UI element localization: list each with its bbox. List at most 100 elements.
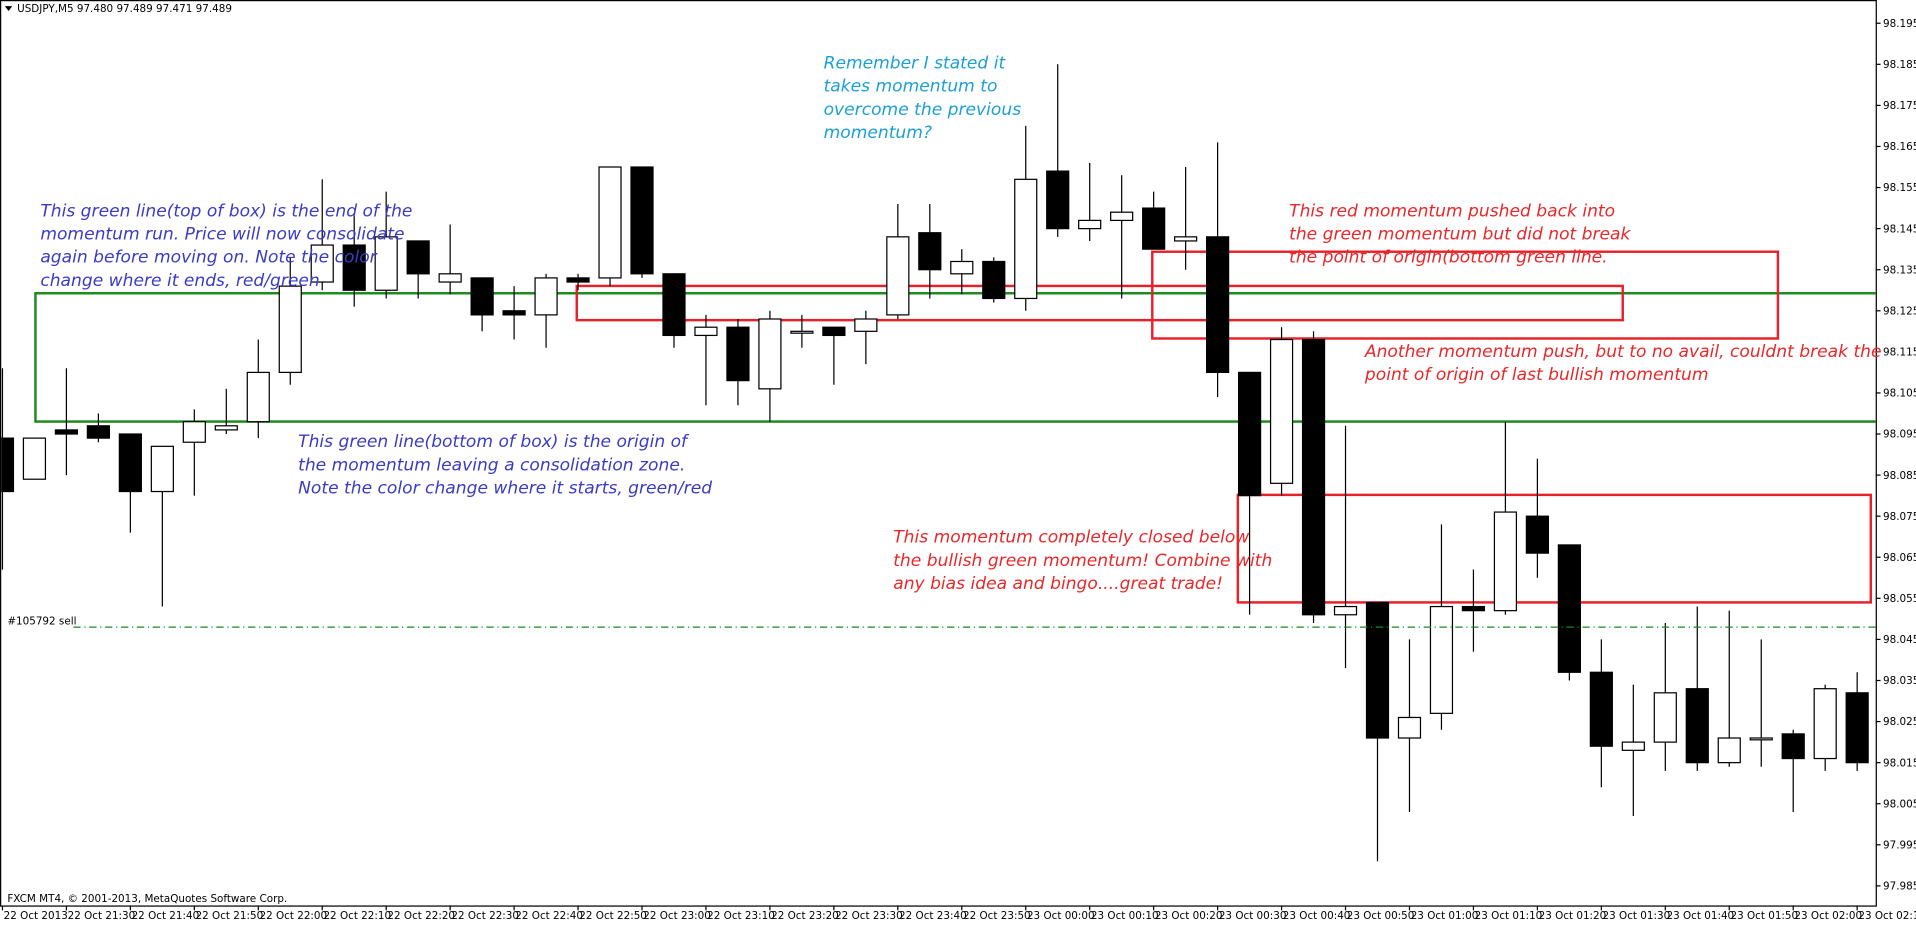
x-tick-label: 23 Oct 00:10 bbox=[1091, 910, 1159, 922]
x-tick-label: 22 Oct 2013 bbox=[4, 910, 68, 922]
candle-body bbox=[214, 425, 238, 431]
candle-body bbox=[1365, 601, 1390, 739]
candle-body bbox=[1557, 544, 1581, 673]
candle-body bbox=[1142, 207, 1166, 250]
candle-body bbox=[1717, 737, 1741, 764]
x-tick-label: 22 Oct 22:20 bbox=[387, 910, 455, 922]
y-tick-label: 98.055 bbox=[1883, 593, 1916, 605]
candle-body bbox=[1046, 170, 1070, 230]
plot-frame bbox=[0, 0, 1877, 907]
x-tick-label: 22 Oct 23:10 bbox=[707, 910, 775, 922]
y-tick-label: 98.015 bbox=[1883, 757, 1916, 769]
y-tick-label: 97.985 bbox=[1883, 881, 1916, 893]
y-tick-label: 98.075 bbox=[1883, 511, 1916, 523]
candle-body bbox=[310, 244, 334, 283]
candle-body bbox=[1621, 741, 1645, 751]
x-tick-label: 22 Oct 23:00 bbox=[643, 910, 711, 922]
candle-body bbox=[726, 326, 750, 382]
menu-arrow[interactable] bbox=[4, 6, 13, 11]
candle-body bbox=[1493, 511, 1518, 612]
x-tick-label: 23 Oct 00:50 bbox=[1347, 910, 1415, 922]
x-tick-label: 23 Oct 02:10 bbox=[1858, 910, 1916, 922]
x-tick-label: 23 Oct 01:30 bbox=[1603, 910, 1671, 922]
y-tick-label: 98.185 bbox=[1883, 59, 1916, 71]
x-tick-label: 23 Oct 00:20 bbox=[1155, 910, 1223, 922]
chart-footer: FXCM MT4, © 2001-2013, MetaQuotes Softwa… bbox=[7, 893, 287, 905]
candle-body bbox=[694, 326, 718, 337]
candle-body bbox=[470, 277, 494, 316]
red-box bbox=[1236, 493, 1873, 604]
candle-body bbox=[566, 277, 590, 283]
x-tick-label: 22 Oct 21:50 bbox=[196, 910, 264, 922]
y-tick-label: 98.135 bbox=[1883, 264, 1916, 276]
y-tick-label: 98.035 bbox=[1883, 675, 1916, 687]
candles bbox=[1, 64, 1869, 862]
x-tick-label: 22 Oct 23:30 bbox=[835, 910, 903, 922]
x-tick-label: 22 Oct 23:50 bbox=[963, 910, 1031, 922]
candle-body bbox=[1653, 692, 1677, 743]
y-tick-label: 98.195 bbox=[1883, 18, 1916, 30]
y-tick-label: 98.105 bbox=[1883, 388, 1916, 400]
drawn-objects bbox=[34, 250, 1876, 604]
y-tick-label: 98.125 bbox=[1883, 305, 1916, 317]
candle-body bbox=[1301, 338, 1326, 616]
candle-body bbox=[1685, 688, 1709, 764]
annotation-line: point of origin of last bullish momentum bbox=[1364, 365, 1709, 385]
annotation-line: any bias idea and bingo....great trade! bbox=[893, 574, 1223, 594]
order-label: #105792 sell bbox=[7, 616, 76, 628]
candle-body bbox=[278, 285, 302, 374]
y-tick-label: 98.155 bbox=[1883, 182, 1916, 194]
annotation-line: change where it ends, red/green bbox=[40, 271, 319, 291]
candle-body bbox=[1237, 371, 1262, 497]
y-tick-label: 98.025 bbox=[1883, 716, 1916, 728]
annotation-line: Note the color change where it starts, g… bbox=[298, 479, 712, 499]
annotation-line: momentum? bbox=[824, 123, 932, 143]
candle-body bbox=[118, 433, 142, 493]
annotation-line: This green line(top of box) is the end o… bbox=[40, 201, 412, 221]
candle-body bbox=[150, 445, 174, 493]
x-tick-label: 22 Oct 22:40 bbox=[515, 910, 583, 922]
candle-body bbox=[822, 326, 846, 337]
y-tick-label: 98.065 bbox=[1883, 552, 1916, 564]
x-tick-label: 23 Oct 01:10 bbox=[1475, 910, 1543, 922]
candle-body bbox=[246, 371, 270, 423]
candle-body bbox=[374, 236, 398, 291]
annotation-line: again before moving on. Note the color bbox=[40, 248, 377, 268]
y-tick-label: 98.005 bbox=[1883, 798, 1916, 810]
x-tick-label: 22 Oct 22:00 bbox=[259, 910, 327, 922]
annotation-line: This red momentum pushed back into bbox=[1289, 201, 1615, 221]
candle-body bbox=[950, 260, 974, 275]
y-tick-label: 98.085 bbox=[1883, 470, 1916, 482]
candle-body bbox=[918, 232, 942, 271]
candle-body bbox=[1078, 219, 1102, 230]
x-tick-label: 23 Oct 00:00 bbox=[1027, 910, 1095, 922]
red-box bbox=[575, 284, 1624, 322]
y-tick-label: 98.145 bbox=[1883, 223, 1916, 235]
candle-body bbox=[1269, 338, 1294, 484]
candle-body bbox=[406, 240, 430, 275]
annotation-line: the green momentum but did not break bbox=[1289, 224, 1631, 244]
candle-body bbox=[182, 421, 206, 443]
candle-body bbox=[1333, 605, 1358, 616]
candle-body bbox=[598, 166, 622, 279]
y-tick-label: 98.115 bbox=[1883, 347, 1916, 359]
y-tick-label: 98.095 bbox=[1883, 429, 1916, 441]
y-tick-label: 98.165 bbox=[1883, 141, 1916, 153]
x-tick-label: 22 Oct 21:30 bbox=[68, 910, 136, 922]
annotation-line: This momentum completely closed below bbox=[893, 528, 1249, 548]
candle-body bbox=[1525, 515, 1549, 554]
candle-body bbox=[1813, 688, 1837, 760]
red-box bbox=[1151, 250, 1780, 340]
y-tick-label: 98.175 bbox=[1883, 100, 1916, 112]
x-tick-label: 23 Oct 00:40 bbox=[1283, 910, 1351, 922]
candle-body bbox=[1781, 733, 1805, 760]
candle-body bbox=[1110, 211, 1134, 222]
y-tick-label: 97.995 bbox=[1883, 839, 1916, 851]
candle-body bbox=[1206, 236, 1230, 374]
x-tick-label: 23 Oct 01:50 bbox=[1730, 910, 1798, 922]
candle-body bbox=[662, 273, 686, 337]
annotation-line: This green line(bottom of box) is the or… bbox=[298, 432, 690, 452]
candle-body bbox=[534, 277, 558, 316]
x-tick-label: 23 Oct 01:20 bbox=[1539, 910, 1607, 922]
